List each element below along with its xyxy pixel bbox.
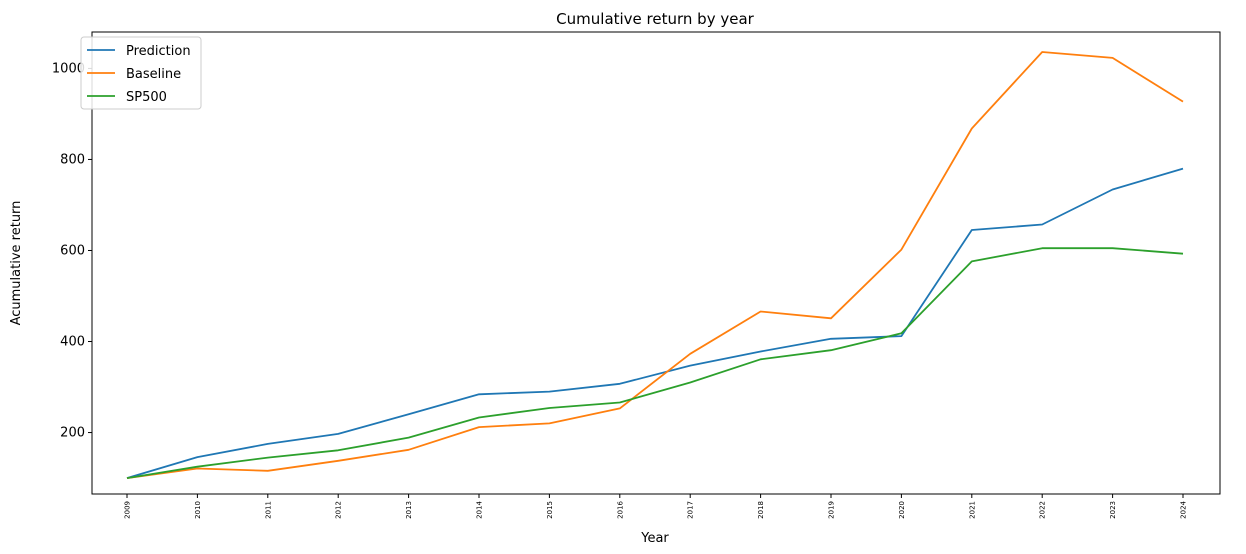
x-tick-label: 2011 [264,501,272,519]
x-tick-label: 2017 [687,501,695,519]
x-axis-label: Year [640,531,669,546]
x-tick-label: 2010 [194,501,202,519]
x-tick-label: 2013 [405,501,413,519]
x-axis: 2009 2010 2011 2012 2013 2014 2015 2016 2017 2018… [124,494,1188,519]
x-tick-label: 2016 [616,500,624,518]
y-tick-label: 800 [60,152,85,167]
series-line-prediction [126,167,1184,479]
y-tick-label: 200 [60,426,85,441]
plot-frame [91,31,1221,495]
y-tick-label: 600 [60,243,85,258]
x-tick-label: 2020 [898,501,906,519]
x-tick-label: 2021 [968,501,976,519]
x-tick-label: 2022 [1039,501,1047,519]
series-line-sp500 [126,247,1184,479]
y-axis: 200 400 600 800 1000 [52,61,92,441]
x-tick-label: 2015 [546,501,554,519]
x-tick-label: 2014 [476,500,484,518]
x-tick-label: 2019 [828,501,836,519]
x-tick-label: 2024 [1180,500,1188,518]
legend-label: Baseline [126,67,181,82]
x-tick-label: 2012 [335,501,343,519]
y-tick-label: 1000 [52,61,85,76]
legend: Prediction Baseline SP500 [80,36,202,110]
legend-label: SP500 [126,90,167,105]
y-axis-label: Acumulative return [9,201,24,326]
legend-box [80,36,202,110]
series-layer [126,51,1184,479]
x-tick-label: 2018 [757,501,765,519]
y-tick-label: 400 [60,335,85,350]
chart-title: Cumulative return by year [556,10,754,28]
x-tick-label: 2023 [1109,501,1117,519]
legend-label: Prediction [126,44,191,59]
series-line-baseline [126,51,1184,479]
x-tick-label: 2009 [124,501,132,519]
